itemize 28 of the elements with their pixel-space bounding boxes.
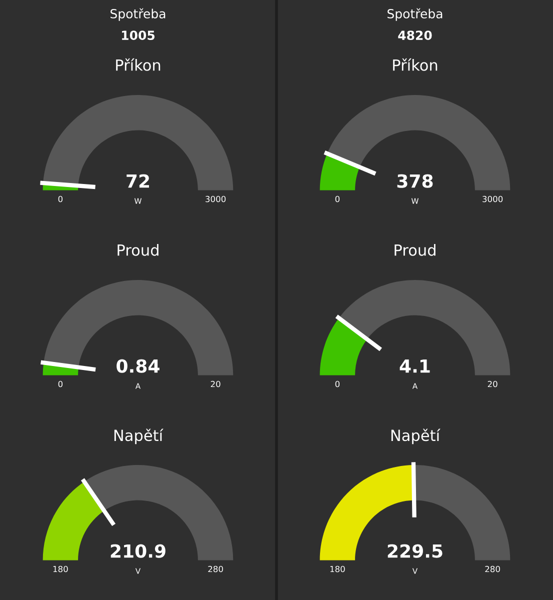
text: Spotřeba xyxy=(110,8,166,21)
text: Spotřeba xyxy=(388,8,442,21)
text: 0 xyxy=(58,196,63,202)
text: 210.9 xyxy=(110,544,166,558)
text: 0.84 xyxy=(116,359,160,373)
text: 378 xyxy=(397,174,433,188)
text: 280 xyxy=(208,566,223,572)
chart-title: Proud xyxy=(118,244,158,256)
chart-title: Proud xyxy=(394,244,436,256)
text: 3000 xyxy=(206,196,226,202)
text: 4820 xyxy=(398,30,432,40)
text: 1005 xyxy=(122,30,155,40)
text: 0 xyxy=(58,380,63,388)
text: 229.5 xyxy=(388,544,442,558)
text: 3000 xyxy=(482,196,503,202)
text: 0 xyxy=(335,380,340,388)
chart-title: Napětí xyxy=(114,428,164,444)
text: 4.1 xyxy=(400,359,430,373)
text: 280 xyxy=(485,566,500,572)
text: 180 xyxy=(53,566,68,572)
chart-title: Napětí xyxy=(391,428,440,444)
chart-title: Příkon xyxy=(393,58,438,71)
text: 0 xyxy=(335,196,340,202)
text: 20 xyxy=(488,380,498,388)
text: 20 xyxy=(210,380,220,388)
text: 72 xyxy=(126,174,149,188)
text: 180 xyxy=(330,566,345,572)
chart-title: Příkon xyxy=(116,58,160,71)
